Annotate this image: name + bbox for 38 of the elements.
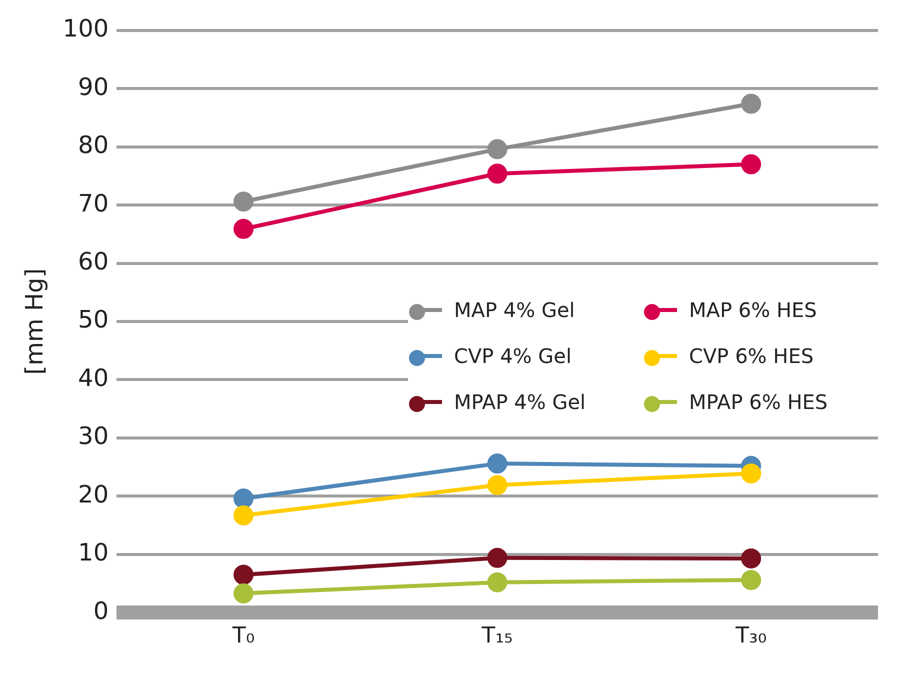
point: [234, 564, 254, 585]
point: [487, 454, 508, 474]
legend-label: MAP 6% HES: [689, 298, 817, 322]
y-tick-label: 70: [78, 189, 109, 218]
legend-label: MPAP 4% Gel: [454, 390, 586, 414]
point: [487, 139, 508, 160]
point: [234, 505, 254, 526]
legend-label: CVP 6% HES: [689, 344, 814, 368]
y-tick-label: 0: [93, 596, 109, 625]
legend-label: MPAP 6% HES: [689, 390, 828, 414]
y-tick-label: 50: [78, 306, 109, 334]
point: [234, 583, 254, 604]
y-tick-label: 80: [78, 131, 109, 160]
x-tick-label: T₁₅: [480, 624, 513, 649]
point: [741, 94, 762, 114]
legend-label: CVP 4% Gel: [454, 344, 572, 368]
y-tick-label: 100: [62, 14, 109, 43]
point: [741, 463, 762, 484]
y-tick-label: 90: [78, 72, 109, 101]
y-tick-label: 20: [78, 480, 109, 508]
x-tick-label: T₃₀: [734, 624, 767, 649]
point: [487, 572, 508, 592]
y-tick-label: 10: [78, 538, 109, 567]
point: [741, 548, 762, 568]
point: [234, 488, 254, 508]
point: [487, 164, 508, 184]
y-tick-label: 30: [78, 422, 109, 450]
point: [234, 192, 254, 212]
point: [741, 154, 762, 174]
y-tick-label: 40: [78, 364, 109, 392]
x-tick-label: T₀: [231, 624, 255, 649]
point: [487, 548, 508, 568]
y-axis-title: [mm Hg]: [20, 268, 49, 375]
legend-label: MAP 4% Gel: [454, 298, 575, 322]
point: [487, 475, 508, 496]
y-tick-label: 60: [78, 248, 109, 276]
point: [234, 218, 254, 239]
point: [741, 570, 762, 590]
